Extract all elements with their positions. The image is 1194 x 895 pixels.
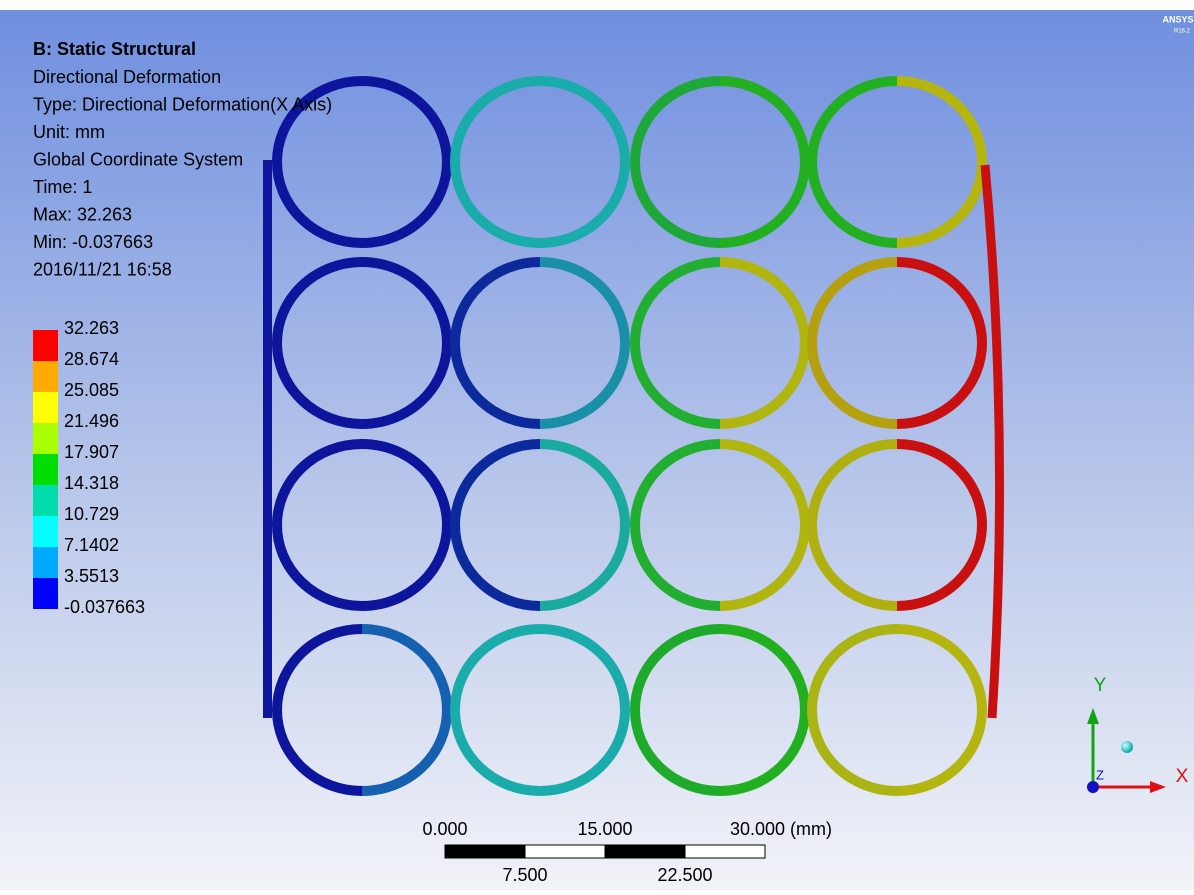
legend-swatch [33,516,58,547]
result-title: B: Static Structural [33,39,196,59]
y-label: Y [1094,675,1107,696]
legend-label: 10.729 [64,504,119,524]
legend-label: -0.037663 [64,597,145,617]
viewport: ANSYS R16.2 B: Static Structural Directi… [0,0,1194,890]
scale-label: 15.000 [577,819,632,839]
left-plate [263,160,272,718]
legend-label: 32.263 [64,318,119,338]
z-label: Z [1096,767,1104,782]
legend-label: 7.1402 [64,535,119,555]
info-line: Max: 32.263 [33,204,132,224]
scale-segment [525,845,605,858]
info-line: Global Coordinate System [33,149,243,169]
scale-label: 22.500 [657,865,712,885]
info-line: Directional Deformation [33,67,221,87]
legend-swatch [33,485,58,516]
legend-label: 25.085 [64,380,119,400]
legend-swatch [33,578,58,609]
scale-segment [445,845,525,858]
info-line: 2016/11/21 16:58 [33,259,172,279]
logo: ANSYS [1162,14,1193,24]
page: ANSYS R16.2 B: Static Structural Directi… [0,0,1194,895]
info-line: Unit: mm [33,122,105,142]
legend-swatch [33,454,58,485]
z-axis-origin [1087,781,1099,793]
legend-swatch [33,423,58,454]
info-line: Min: -0.037663 [33,232,153,252]
legend-label: 21.496 [64,411,119,431]
legend-swatch [33,392,58,423]
scale-label: 7.500 [502,865,547,885]
logo-version: R16.2 [1174,29,1191,35]
legend-swatch [33,330,58,361]
scale-segment [605,845,685,858]
legend-swatch [33,547,58,578]
scale-label: 0.000 [422,819,467,839]
legend-label: 14.318 [64,473,119,493]
view-sphere [1121,741,1133,753]
legend-label: 28.674 [64,349,119,369]
background [0,10,1194,890]
scale-label: 30.000 (mm) [730,819,832,839]
x-label: X [1176,766,1189,787]
legend-swatch [33,361,58,392]
info-line: Time: 1 [33,177,92,197]
scale-segment [685,845,765,858]
info-line: Type: Directional Deformation(X Axis) [33,94,332,114]
legend-label: 3.5513 [64,566,119,586]
legend-label: 17.907 [64,442,119,462]
